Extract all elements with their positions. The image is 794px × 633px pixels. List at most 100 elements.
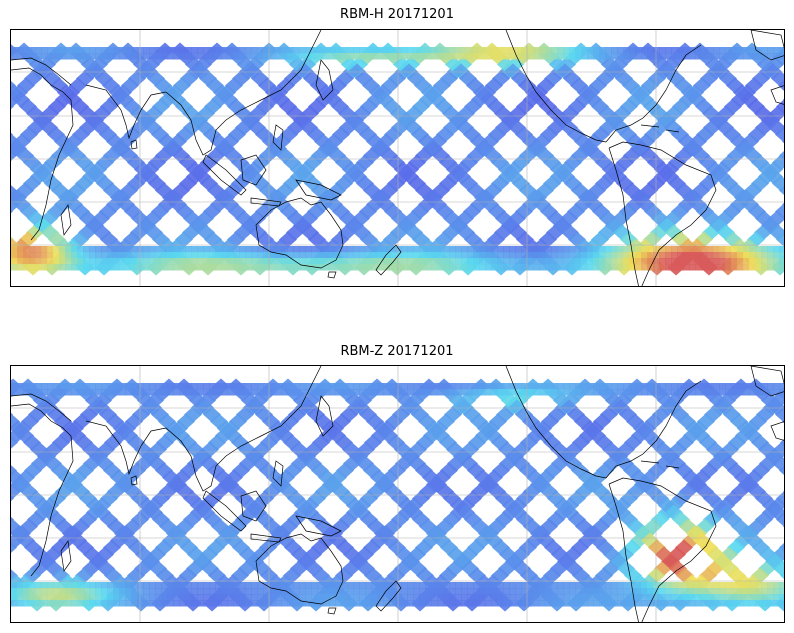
swath-cell xyxy=(149,258,156,265)
swath-cell xyxy=(293,383,300,390)
swath-cell xyxy=(647,383,654,390)
swath-cell xyxy=(575,252,582,259)
swath-cell xyxy=(383,383,390,390)
swath-cell xyxy=(731,246,738,253)
swath-cell xyxy=(695,594,702,601)
swath-cell xyxy=(47,252,54,259)
swath-cell xyxy=(107,246,114,253)
swath-cell xyxy=(155,264,162,271)
swath-cell xyxy=(425,600,432,607)
swath-cell xyxy=(497,252,504,259)
swath-cell xyxy=(611,53,618,60)
swath-cell xyxy=(725,47,732,54)
swath-cell xyxy=(539,383,546,390)
swath-cell xyxy=(605,594,612,601)
swath-cell xyxy=(317,252,324,259)
swath-cell xyxy=(455,258,462,265)
swath-cell xyxy=(305,588,312,595)
swath-cell xyxy=(755,600,762,607)
swath-cell xyxy=(173,594,180,601)
swath-cell xyxy=(317,389,324,396)
swath-cell xyxy=(671,594,678,601)
swath-cell xyxy=(659,53,666,60)
swath-cell xyxy=(59,258,66,265)
swath-cell xyxy=(731,252,738,259)
swath-cell xyxy=(545,582,552,589)
swath-cell xyxy=(641,258,648,265)
swath-cell xyxy=(89,594,96,601)
swath-cell xyxy=(605,389,612,396)
swath-cell xyxy=(311,53,318,60)
swath-cell xyxy=(773,47,780,54)
swath-cell xyxy=(149,252,156,259)
swath-cell xyxy=(317,588,324,595)
swath-cell xyxy=(347,258,354,265)
swath-cell xyxy=(341,264,348,271)
swath-cell xyxy=(71,588,78,595)
swath-cell xyxy=(359,594,366,601)
swath-cell xyxy=(317,53,324,60)
swath-cell xyxy=(185,264,192,271)
swath-cell xyxy=(431,383,438,390)
swath-cell xyxy=(191,53,198,60)
swath-cell xyxy=(389,53,396,60)
swath-cell xyxy=(185,258,192,265)
swath-cell xyxy=(77,389,84,396)
swath-cell xyxy=(509,383,516,390)
swath-cell xyxy=(35,53,42,60)
swath-cell xyxy=(353,588,360,595)
greenland xyxy=(750,30,784,61)
swath-cell xyxy=(293,594,300,601)
swath-cell xyxy=(317,594,324,601)
swath-cell xyxy=(95,600,102,607)
swath-cell xyxy=(659,600,666,607)
swath-cell xyxy=(563,600,570,607)
swath-cell xyxy=(725,600,732,607)
swath-cell xyxy=(173,258,180,265)
swath-cell xyxy=(125,588,132,595)
swath-cell xyxy=(83,389,90,396)
swath-cell xyxy=(77,53,84,60)
swath-cell xyxy=(311,582,318,589)
swath-cell xyxy=(515,258,522,265)
swath-cell xyxy=(371,389,378,396)
swath-cell xyxy=(707,258,714,265)
swath-cell xyxy=(191,383,198,390)
swath-cell xyxy=(461,53,468,60)
swath-cell xyxy=(647,258,654,265)
swath-cell xyxy=(383,258,390,265)
swath-cell xyxy=(779,582,784,589)
swath-cell xyxy=(191,594,198,601)
swath-cell xyxy=(419,389,426,396)
swath-cell xyxy=(533,53,540,60)
swath-cell xyxy=(335,600,342,607)
swath-cell xyxy=(401,383,408,390)
swath-cell xyxy=(605,53,612,60)
swath-cell xyxy=(149,588,156,595)
swath-cell xyxy=(227,588,234,595)
swath-cell xyxy=(35,47,42,54)
swath-cell xyxy=(449,389,456,396)
swath-cell xyxy=(623,264,630,271)
swath-cell xyxy=(101,582,108,589)
swath-cell xyxy=(185,252,192,259)
swath-cell xyxy=(773,258,780,265)
swath-cell xyxy=(197,252,204,259)
swath-cell xyxy=(641,389,648,396)
swath-cell xyxy=(29,264,36,271)
swath-cell xyxy=(485,383,492,390)
swath-cell xyxy=(695,252,702,259)
swath-cell xyxy=(11,150,17,161)
swath-cell xyxy=(29,594,36,601)
swath-cell xyxy=(95,258,102,265)
swath-cell xyxy=(329,582,336,589)
swath-cell xyxy=(41,582,48,589)
swath-cell xyxy=(773,53,780,60)
swath-cell xyxy=(197,264,204,271)
swath-cell xyxy=(155,383,162,390)
swath-cell xyxy=(77,588,84,595)
swath-cell xyxy=(239,594,246,601)
swath-cell xyxy=(617,588,624,595)
swath-cell xyxy=(575,600,582,607)
swath-cell xyxy=(593,600,600,607)
